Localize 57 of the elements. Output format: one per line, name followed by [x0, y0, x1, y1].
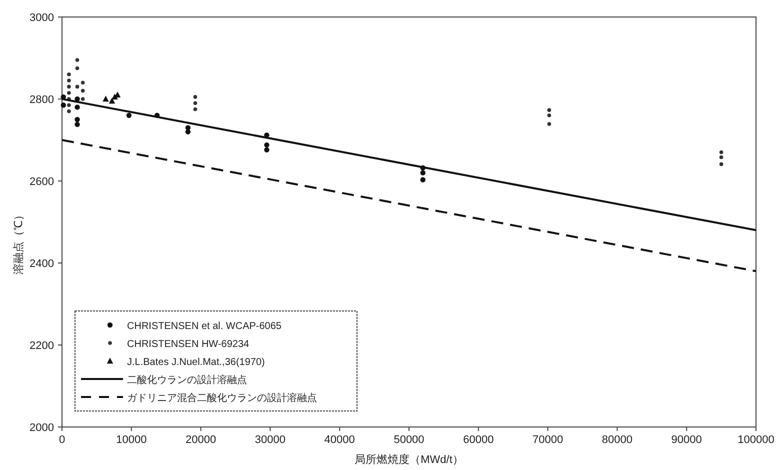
y-tick-label: 2000 — [30, 422, 54, 434]
point — [80, 80, 85, 84]
point — [719, 155, 724, 160]
x-tick-label: 0 — [58, 434, 66, 446]
y-tick-label: 2400 — [30, 258, 54, 270]
point — [264, 147, 270, 152]
x-tick-label: 70000 — [532, 434, 564, 446]
point — [67, 72, 71, 76]
x-tick-label: 100000 — [738, 434, 774, 446]
point — [547, 122, 552, 126]
x-tick-label: 10000 — [116, 434, 147, 446]
x-tick-label: 90000 — [671, 434, 702, 446]
y-tick-label: 2200 — [30, 340, 54, 352]
point — [193, 107, 198, 112]
x-tick-label: 40000 — [324, 434, 355, 446]
point — [75, 58, 80, 62]
x-axis-title: 局所燃焼度（MWd/t） — [354, 453, 464, 466]
point — [80, 88, 85, 93]
point — [719, 162, 724, 166]
point — [108, 98, 116, 104]
point — [67, 103, 71, 108]
point — [67, 90, 71, 95]
x-tick-label: 60000 — [463, 434, 494, 446]
point — [420, 170, 426, 176]
point — [67, 109, 71, 114]
point — [719, 150, 724, 154]
y-tick-label: 2800 — [30, 94, 54, 106]
point — [75, 84, 80, 89]
point — [75, 66, 80, 70]
point — [67, 84, 71, 89]
x-tick-label: 80000 — [602, 434, 632, 446]
x-tick-label: 50000 — [394, 434, 424, 446]
point — [126, 112, 132, 118]
point — [74, 116, 80, 122]
legend-label: CHRISTENSEN HW-69234 — [127, 339, 250, 350]
y-tick-label: 3000 — [30, 12, 54, 24]
point — [74, 104, 80, 110]
point — [420, 177, 426, 182]
x-tick-label: 30000 — [254, 434, 286, 446]
x-tick-label: 20000 — [186, 434, 216, 446]
point — [193, 95, 198, 99]
point — [74, 122, 80, 128]
point — [193, 101, 198, 105]
y-tick-label: 2600 — [30, 176, 54, 188]
point — [80, 97, 85, 101]
legend-label: CHRISTENSEN et al. WCAP-6065 — [127, 321, 282, 332]
point — [547, 108, 552, 112]
point — [102, 96, 109, 102]
point — [264, 142, 270, 148]
point — [547, 114, 552, 118]
legend-label: J.L.Bates J.Nuel.Mat.,36(1970) — [127, 357, 265, 368]
y-axis-title: 溶融点（℃） — [12, 210, 25, 274]
point — [185, 129, 191, 134]
point — [60, 102, 66, 108]
legend-label: 二酸化ウランの設計溶融点 — [127, 374, 247, 386]
point — [67, 78, 71, 82]
legend-label: ガドリニア混合二酸化ウランの設計溶融点 — [127, 392, 317, 404]
